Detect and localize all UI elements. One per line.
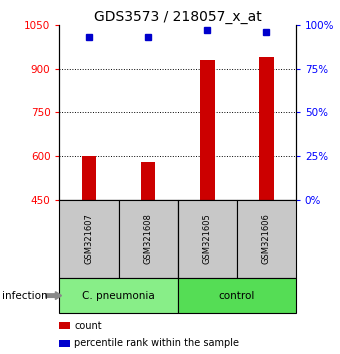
Bar (141, 162, 155, 200)
Bar (237, 200, 296, 278)
Text: percentile rank within the sample: percentile rank within the sample (74, 338, 239, 348)
Bar (59, 278, 177, 313)
Bar (200, 60, 215, 200)
Bar (177, 200, 237, 278)
Text: count: count (74, 321, 102, 331)
Text: infection: infection (2, 291, 47, 301)
Text: control: control (219, 291, 255, 301)
Title: GDS3573 / 218057_x_at: GDS3573 / 218057_x_at (94, 10, 261, 24)
Bar (59, 200, 119, 278)
Bar (259, 57, 274, 200)
Text: GSM321607: GSM321607 (85, 213, 94, 264)
Text: GSM321608: GSM321608 (143, 213, 153, 264)
Text: GSM321605: GSM321605 (203, 213, 212, 264)
Bar (119, 200, 177, 278)
Text: GSM321606: GSM321606 (262, 213, 271, 264)
Bar (82, 156, 97, 200)
Text: C. pneumonia: C. pneumonia (82, 291, 155, 301)
Bar (177, 278, 296, 313)
